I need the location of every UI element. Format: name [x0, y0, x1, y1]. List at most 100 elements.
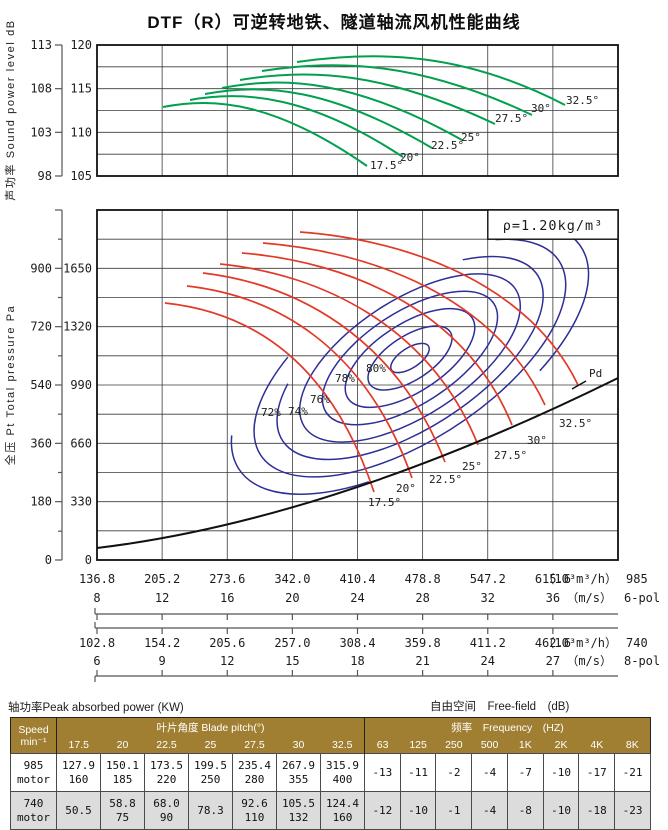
- efficiency-label: 72%: [261, 406, 281, 419]
- speed-cell: 985 motor: [10, 753, 57, 792]
- flow-tick-label: 205.6: [209, 636, 245, 650]
- table-header-freq-125: 125: [400, 737, 436, 754]
- noise-cell: -23: [614, 791, 651, 830]
- efficiency-contour: [321, 290, 499, 426]
- flow-tick-label: 154.2: [144, 636, 180, 650]
- sound-curve: [261, 64, 533, 116]
- table-header-pitch-20: 20: [100, 737, 145, 754]
- flow-tick-label: 257.0: [274, 636, 310, 650]
- noise-cell: -21: [614, 753, 651, 792]
- power-cell: 315.9 400: [319, 753, 366, 792]
- pressure-outer-tick-label: 720: [30, 320, 52, 334]
- pressure-curves: [164, 231, 579, 493]
- power-cell: 199.5 250: [188, 753, 233, 792]
- sound-curve-label: 30°: [531, 102, 551, 115]
- power-cell-line: 267.9: [281, 758, 316, 772]
- sound-curve-label: 22.5°: [431, 139, 464, 152]
- performance-table-wrap: Speed min⁻¹ 叶片角度 Blade pitch(°) 频率 Frequenc…: [10, 717, 651, 830]
- power-cell-line: 75: [115, 810, 130, 824]
- pressure-curve-label: 20°: [396, 482, 416, 495]
- table-header-freq-1K: 1K: [507, 737, 544, 754]
- table-header-freq-500-line: 500: [480, 739, 499, 752]
- power-cell: 105.5 132: [276, 791, 321, 830]
- power-cell-line: 105.5: [281, 796, 316, 810]
- power-cell-line: 124.4: [325, 796, 360, 810]
- speed-cell-line: 985: [23, 758, 44, 772]
- power-cell-line: 220: [156, 772, 177, 786]
- sound-curve: [296, 55, 566, 106]
- flow-tick-label: 410.4: [339, 572, 375, 586]
- table-header-freq-4K-line: 4K: [590, 739, 604, 752]
- pressure-axis-caption: 全压 Pt Total pressure Pa: [3, 305, 17, 466]
- power-cell: 78.3: [188, 791, 233, 830]
- table-header-freq-2K-line: 2K: [554, 739, 568, 752]
- speed-cell-line: 740: [23, 796, 44, 810]
- power-cell: 58.8 75: [100, 791, 145, 830]
- performance-table: Speed min⁻¹ 叶片角度 Blade pitch(°) 频率 Frequenc…: [10, 717, 651, 830]
- power-cell-line: 132: [288, 810, 309, 824]
- sound-outer-tick-label: 98: [38, 169, 52, 183]
- table-header-freq-1K-line: 1K: [518, 739, 532, 752]
- power-cell-line: 150.1: [105, 758, 140, 772]
- noise-cell: -7: [506, 753, 544, 792]
- velocity-tick-label: 24: [350, 591, 364, 605]
- noise-cell: -8: [506, 791, 544, 830]
- table-header-pitch-17.5-line: 17.5: [68, 739, 89, 752]
- noise-cell: -10: [542, 753, 580, 792]
- pressure-curve: [202, 272, 446, 463]
- pressure-curve: [262, 242, 546, 406]
- efficiency-label: 80%: [366, 362, 386, 375]
- power-cell-line: 110: [244, 810, 265, 824]
- sound-curve-label: 32.5°: [566, 94, 599, 107]
- y-axes: 113 120 108 115 103 110 98 105 900 1650 720 1320 540…: [30, 38, 92, 567]
- efficiency-contour-arc: [276, 255, 544, 461]
- pressure-inner-tick-label: 1650: [63, 261, 92, 275]
- table-header-pitch-30: 30: [276, 737, 321, 754]
- table-header-freq-125-line: 125: [409, 739, 427, 752]
- pressure-curve-label: 30°: [527, 434, 547, 447]
- power-cell-line: 58.8: [109, 796, 136, 810]
- flow-tick-label: 308.4: [339, 636, 375, 650]
- pd-label-leader: [571, 380, 587, 390]
- velocity-tick-label: 6: [93, 654, 100, 668]
- speed-cell-line: motor: [16, 810, 51, 824]
- noise-cell: -18: [578, 791, 616, 830]
- power-cell-line: 185: [112, 772, 133, 786]
- flow-tick-label: 342.0: [274, 572, 310, 586]
- efficiency-contour-arc: [230, 435, 370, 495]
- pressure-outer-tick-label: 0: [45, 553, 52, 567]
- pressure-curve: [241, 252, 513, 426]
- speed-cell: 740 motor: [10, 791, 57, 830]
- sound-curve-label: 17.5°: [370, 159, 403, 172]
- noise-cell-line: -4: [482, 803, 497, 817]
- sound-curve-label: 25°: [461, 131, 481, 144]
- velocity-tick-label: 32: [481, 591, 495, 605]
- speed-label: 985: [626, 572, 648, 586]
- efficiency-contour-arc: [532, 221, 590, 372]
- sound-curve-label: 20°: [400, 151, 420, 164]
- flow-tick-label: 273.6: [209, 572, 245, 586]
- flow-tick-label: 462.6: [535, 636, 571, 650]
- table-header-pitch-27.5: 27.5: [232, 737, 277, 754]
- power-cell-line: 280: [244, 772, 265, 786]
- table-header-pitch-group-line: 叶片角度 Blade pitch(°): [156, 722, 265, 735]
- table-header-pitch-20-line: 20: [116, 739, 129, 752]
- noise-cell-line: -10: [551, 765, 571, 779]
- power-table-caption: 轴功率Peak absorbed power (KW): [8, 700, 184, 714]
- table-header-pitch-17.5: 17.5: [56, 737, 101, 754]
- sound-inner-tick-label: 110: [70, 125, 92, 139]
- pd-label: Pd: [589, 367, 602, 380]
- velocity-tick-label: 12: [220, 654, 234, 668]
- pressure-curve-label: 25°: [462, 460, 482, 473]
- sound-inner-tick-label: 105: [70, 169, 92, 183]
- velocity-tick-label: 28: [415, 591, 429, 605]
- efficiency-label: 78%: [335, 372, 355, 385]
- page-title: DTF（R）可逆转地铁、隧道轴流风机性能曲线: [147, 13, 521, 32]
- noise-cell: -2: [435, 753, 473, 792]
- noise-cell: -11: [399, 753, 437, 792]
- noise-cell-line: -12: [372, 803, 393, 817]
- power-cell-line: 68.0: [153, 796, 180, 810]
- power-cell-line: 78.3: [197, 803, 224, 817]
- pressure-curve-label: 27.5°: [494, 449, 527, 462]
